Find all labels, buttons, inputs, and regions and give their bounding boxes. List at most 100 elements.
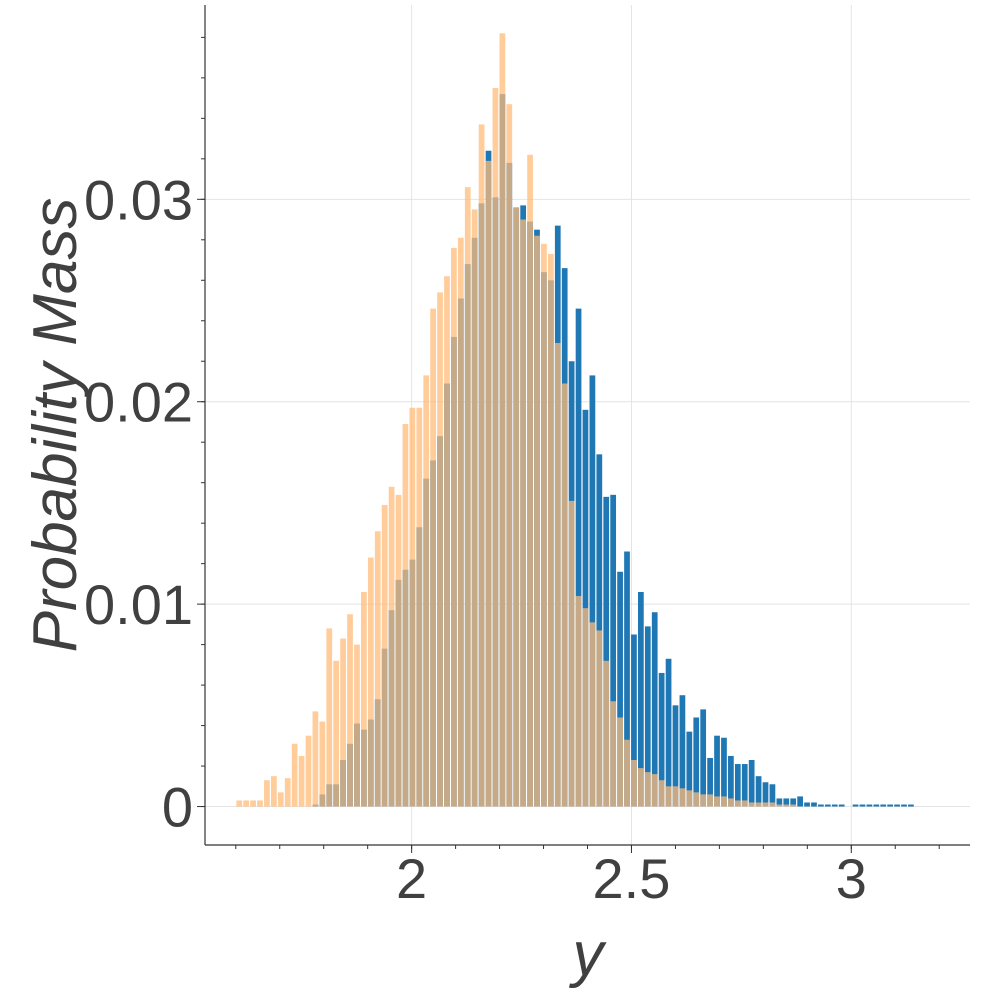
histogram-bar [457, 237, 464, 807]
histogram-bar [728, 798, 734, 807]
histogram-bar [748, 802, 755, 807]
histogram-bar [887, 804, 894, 807]
histogram-bar [319, 721, 326, 807]
histogram-bar [547, 253, 554, 807]
ticks [197, 36, 940, 853]
histogram-bar [513, 207, 520, 807]
histogram-bar [395, 494, 402, 807]
histogram-bar [880, 804, 887, 807]
histogram-bar [305, 735, 312, 807]
histogram-bar [367, 557, 374, 807]
histogram-bar [755, 802, 762, 807]
histogram-bar [658, 672, 665, 807]
histogram-bar [485, 160, 492, 807]
histogram-bar [852, 804, 859, 807]
histogram-bar [741, 764, 748, 807]
histogram-bar [776, 804, 783, 807]
histogram-bar [520, 219, 527, 807]
histogram-bar [451, 247, 457, 807]
x-tick-label: 2 [396, 847, 427, 910]
histogram-bar [783, 804, 790, 807]
histogram-bar [499, 33, 506, 807]
histogram-bar [284, 778, 291, 807]
histogram-bar [388, 486, 395, 807]
histogram-bar [700, 794, 707, 807]
histogram-bar [624, 739, 630, 807]
histogram-bar [651, 612, 658, 807]
histogram-bar [264, 780, 270, 807]
histogram-bar [603, 660, 610, 807]
histogram-bar [478, 124, 485, 807]
tick-labels: 2 2.5 3 0 0.01 0.02 0.03 [84, 168, 867, 910]
histogram-bar [665, 786, 672, 807]
histogram-bar [298, 755, 305, 807]
histogram-bar [824, 804, 831, 807]
histogram-bar [721, 737, 727, 807]
histogram-bar [700, 709, 707, 807]
histogram-bar [243, 800, 250, 807]
histogram-bar [672, 705, 679, 807]
histogram-bar [644, 626, 651, 807]
histogram-bar [658, 780, 665, 807]
histogram-bar [672, 786, 679, 807]
histogram-bar [631, 759, 637, 807]
histogram-bar [748, 759, 755, 807]
histogram-bar [534, 235, 540, 807]
histogram-bar [589, 375, 596, 807]
x-axis-label: y [569, 920, 608, 989]
histogram-bar [707, 757, 713, 807]
histogram-bar [381, 504, 388, 807]
histogram-bar [651, 774, 658, 807]
histogram-bar [589, 622, 596, 807]
histogram-bar [859, 804, 866, 807]
histogram-bar [554, 343, 561, 807]
histogram-bar [236, 800, 243, 807]
histogram-bar [679, 695, 686, 807]
histogram-bar [818, 804, 824, 807]
histogram-bar [492, 87, 499, 807]
histogram-bar [610, 701, 617, 807]
histogram-bar [291, 743, 298, 807]
histogram-bar [277, 792, 284, 807]
histogram-bar [831, 804, 838, 807]
histogram-bar [755, 776, 762, 807]
histogram-bar [769, 784, 776, 807]
histogram-bar [527, 154, 533, 807]
histogram-bar [582, 608, 589, 807]
histogram-bar [644, 772, 651, 807]
histogram-bar [693, 792, 700, 807]
histogram-bar [354, 644, 360, 807]
histogram-bar [409, 407, 416, 807]
histogram-bar [901, 804, 907, 807]
histogram-bar [617, 571, 623, 807]
histogram-bar [638, 591, 644, 807]
histogram-bar [437, 292, 443, 807]
histogram-bar [693, 717, 700, 807]
histogram-bar [423, 375, 430, 807]
histogram-bar [250, 800, 256, 807]
histogram-bar [340, 638, 346, 807]
histogram-bar [617, 717, 623, 807]
histogram-bar [873, 804, 880, 807]
y-tick-label: 0.03 [84, 168, 193, 231]
histogram-bar [797, 796, 803, 807]
histogram-bar [575, 596, 582, 807]
y-axis-label: Probability Mass [21, 198, 90, 653]
bars [236, 33, 914, 807]
y-tick-label: 0.02 [84, 371, 193, 434]
histogram-bar [714, 735, 720, 807]
histogram-bar [741, 800, 748, 807]
histogram-bar [769, 802, 776, 807]
histogram-bar [568, 500, 575, 807]
histogram-bar [464, 187, 471, 807]
histogram-bar [838, 804, 845, 807]
histogram-bar [811, 802, 817, 807]
histogram-bar [707, 794, 713, 807]
histogram-bar [894, 804, 900, 807]
histogram-bar [541, 243, 547, 807]
histogram-bar [631, 634, 637, 807]
histogram-bar [804, 802, 810, 807]
histogram-bar [866, 804, 873, 807]
histogram-bar [561, 383, 568, 807]
